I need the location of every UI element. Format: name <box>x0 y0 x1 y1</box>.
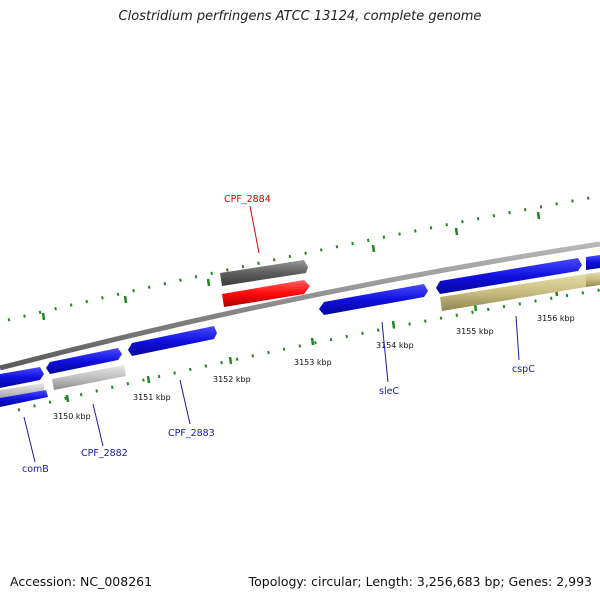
accession-text: Accession: NC_008261 <box>10 574 153 589</box>
tick-label-3153: 3153 kbp <box>294 358 332 367</box>
gene-cpf-2884 <box>222 280 310 307</box>
gene-label-cspc[interactable]: cspC <box>512 364 535 375</box>
leader-lines <box>23 205 520 463</box>
tick-label-3155: 3155 kbp <box>456 327 494 336</box>
gene-olive-end <box>586 272 600 287</box>
topology-text: Topology: circular; Length: 3,256,683 bp… <box>248 574 592 589</box>
tick-label-3154: 3154 kbp <box>376 341 414 350</box>
gene-blue-left-2 <box>46 348 122 374</box>
gene-blue-5 <box>436 258 582 294</box>
gene-slec <box>319 284 428 315</box>
gene-label-cpf-2882[interactable]: CPF_2882 <box>81 448 128 459</box>
gene-blue-lower-left <box>0 390 48 407</box>
gene-label-cpf-2883[interactable]: CPF_2883 <box>168 428 215 439</box>
tick-label-3151: 3151 kbp <box>133 393 171 402</box>
gene-label-slec[interactable]: sleC <box>379 386 399 397</box>
gene-label-cpf-2884[interactable]: CPF_2884 <box>224 194 271 205</box>
tick-label-3156: 3156 kbp <box>537 314 575 323</box>
gene-blue-3 <box>128 326 217 356</box>
map-title: Clostridium perfringens ATCC 13124, comp… <box>118 9 482 24</box>
gene-label-comb[interactable]: comB <box>22 464 49 475</box>
gene-dark-gray <box>220 260 308 286</box>
tick-label-3150: 3150 kbp <box>53 412 91 421</box>
genome-backbone <box>0 241 600 371</box>
gene-blue-left-1 <box>0 367 44 388</box>
inner-dotted-track <box>17 288 600 412</box>
gene-cspc <box>440 274 586 311</box>
gene-blue-6 <box>586 255 600 270</box>
tick-label-3152: 3152 kbp <box>213 375 251 384</box>
gene-cpf-2882 <box>52 365 126 390</box>
